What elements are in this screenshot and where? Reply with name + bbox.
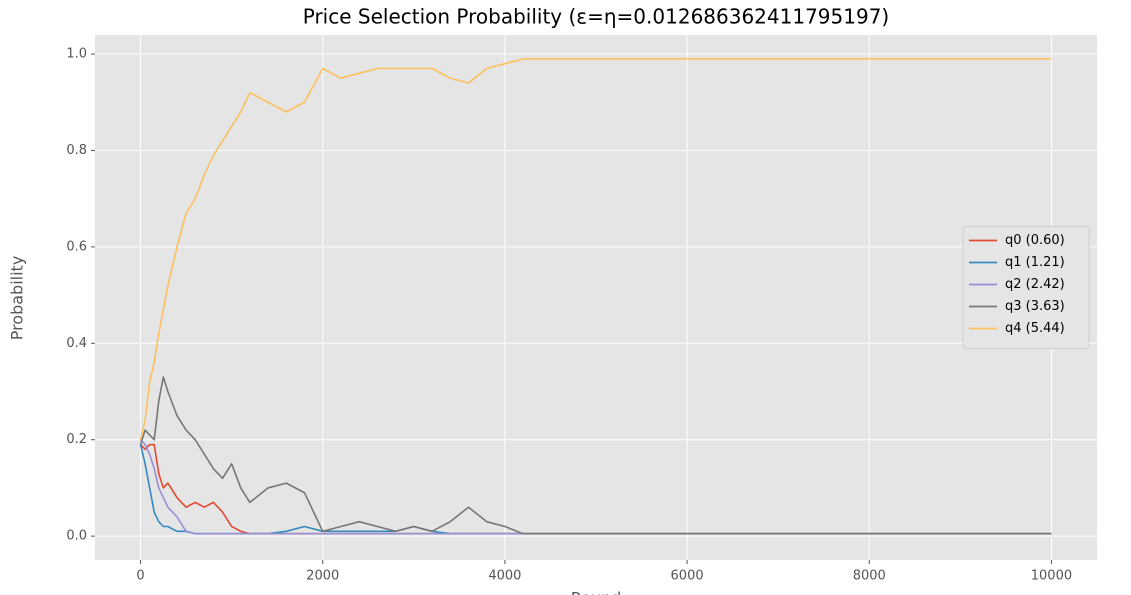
x-tick-label: 8000 bbox=[853, 569, 886, 584]
y-axis-label: Probability bbox=[8, 256, 27, 341]
y-tick-label: 0.2 bbox=[66, 432, 87, 447]
x-tick-label: 0 bbox=[136, 569, 144, 584]
series-line bbox=[139, 58, 1052, 440]
legend: q0 (0.60) q1 (1.21) q2 (2.42) q3 (3.63) q4 (… bbox=[962, 226, 1090, 349]
plot-area bbox=[95, 35, 1097, 560]
legend-label: q1 (1.21) bbox=[1005, 255, 1065, 270]
series-line bbox=[139, 376, 1052, 535]
legend-label: q4 (5.44) bbox=[1005, 321, 1065, 336]
legend-label: q2 (2.42) bbox=[1005, 277, 1065, 292]
y-tick-label: 0.4 bbox=[66, 336, 87, 351]
x-axis-label: Round bbox=[571, 589, 622, 595]
chart-title: Price Selection Probability (ε=η=0.01268… bbox=[303, 5, 889, 29]
legend-box bbox=[962, 226, 1090, 349]
x-tick-label: 10000 bbox=[1031, 569, 1072, 584]
y-tick-label: 1.0 bbox=[66, 47, 87, 62]
y-tick-label: 0.0 bbox=[66, 529, 87, 544]
legend-label: q0 (0.60) bbox=[1005, 233, 1065, 248]
legend-label: q3 (3.63) bbox=[1005, 299, 1065, 314]
x-tick-label: 6000 bbox=[671, 569, 704, 584]
x-tick-label: 2000 bbox=[306, 569, 339, 584]
x-tick-label: 4000 bbox=[488, 569, 521, 584]
y-tick-label: 0.6 bbox=[66, 239, 87, 254]
y-tick-label: 0.8 bbox=[66, 143, 87, 158]
